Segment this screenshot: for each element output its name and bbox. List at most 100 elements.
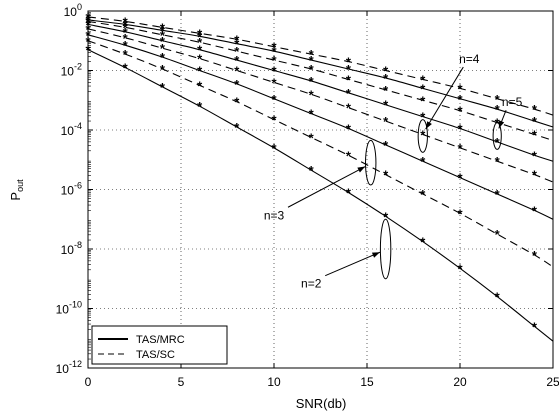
series-5-marker: * [234,53,240,68]
series-1-marker: * [309,163,315,178]
series-7-marker: * [271,44,277,59]
series-3-marker: * [420,154,426,169]
y-tick-label-base: 10 [61,184,75,198]
svg-text:Pout: Pout [8,179,25,201]
annotation-ellipse [417,119,428,153]
series-1-marker: * [271,141,277,156]
series-4-marker: * [197,52,203,67]
series-3-marker: * [495,187,501,202]
series-4-marker: * [160,41,166,56]
y-tick-label-exp: 0 [77,2,82,12]
y-tick-label: 10-4 [61,121,82,138]
series-6-marker: * [309,62,315,77]
series-7-marker: * [160,23,166,38]
y-tick-label-exp: -6 [74,181,82,191]
series-2-marker: * [160,62,166,77]
legend-box [91,325,228,365]
series-2-marker: * [495,227,501,242]
series-6-marker: * [271,53,277,68]
y-tick-label-exp: -4 [74,121,82,131]
series-7-marker: * [309,53,315,68]
x-tick-label: 0 [85,375,92,389]
series-line-7 [87,19,554,128]
series-5-marker: * [271,64,277,79]
series-3-marker: * [123,38,129,53]
series-line-2 [87,40,554,268]
series-8-marker: * [457,81,463,96]
series-line-4 [87,28,554,183]
y-tick-label-exp: -2 [74,62,82,72]
y-axis-title-main: P [8,192,23,201]
series-4-marker: * [123,31,129,46]
series-2-marker: * [197,78,203,93]
y-tick-label-exp: -12 [69,359,82,369]
series-1-marker: * [532,319,538,334]
series-1-marker: * [160,80,166,95]
annotation-arrowhead [425,121,432,130]
series-1-marker: * [495,290,501,305]
series-8-marker: * [160,20,166,35]
series-7-marker: * [420,81,426,96]
series-line-5 [87,23,554,162]
series-5-marker: * [160,34,166,49]
series-7-marker: * [383,71,389,86]
y-tick-label-exp: -8 [74,240,82,250]
series-2-marker: * [346,148,352,163]
series-2-marker: * [383,168,389,183]
y-tick-label: 10-12 [56,359,82,376]
series-8-marker: * [495,92,501,107]
annotation-ellipse [492,122,502,150]
series-2-marker: * [271,113,277,128]
annotation-arrowhead [371,252,380,258]
y-tick-label: 100 [64,2,82,19]
series-2-marker: * [234,95,240,110]
series-2-marker: * [420,187,426,202]
series-line-6 [87,20,554,141]
series-3-marker: * [197,64,203,79]
series-7-marker: * [123,17,129,32]
annotation-arrow [325,251,381,277]
x-tick-label: 25 [546,375,559,389]
y-tick-label-exp: -10 [69,300,82,310]
legend: TAS/MRC TAS/SC [91,325,228,365]
series-6-marker: * [234,44,240,59]
y-tick-label-base: 10 [64,5,78,19]
series-8-marker: * [271,40,277,55]
series-4-marker: * [420,127,426,142]
series-6-marker: * [197,35,203,50]
x-tick-label: 15 [360,375,374,389]
series-5-marker: * [123,25,129,40]
legend-label: TAS/SC [136,349,175,361]
y-tick-label-base: 10 [56,362,70,376]
series-3-marker: * [532,203,538,218]
series-8-marker: * [234,32,240,47]
series-7-marker: * [457,92,463,107]
series-4-marker: * [383,114,389,129]
series-4-marker: * [346,101,352,116]
series-6-marker: * [123,20,129,35]
series-4-marker: * [532,168,538,183]
series-7-marker: * [495,102,501,117]
series-7-marker: * [532,114,538,129]
series-7-marker: * [197,29,203,44]
series-1-marker: * [234,120,240,135]
series-1-marker: * [197,99,203,114]
series-4-marker: * [309,87,315,102]
series-layer: ****************************************… [85,10,554,342]
series-4-marker: * [457,141,463,156]
annotations: n=2 n=3 n=4 n=5 [264,52,523,291]
x-tick-label: 5 [178,375,185,389]
y-tick-label: 10-10 [56,300,82,317]
x-tick-label: 20 [453,375,467,389]
series-8-marker: * [346,55,352,70]
series-5-marker: * [420,110,426,125]
ticks [87,10,554,369]
series-3-marker: * [160,50,166,65]
x-axis-title: SNR(db) [296,396,347,411]
y-tick-label-base: 10 [61,124,75,138]
series-8-marker: * [383,64,389,79]
series-5-marker: * [197,43,203,58]
series-5-marker: * [309,74,315,89]
series-line-1 [87,49,554,342]
